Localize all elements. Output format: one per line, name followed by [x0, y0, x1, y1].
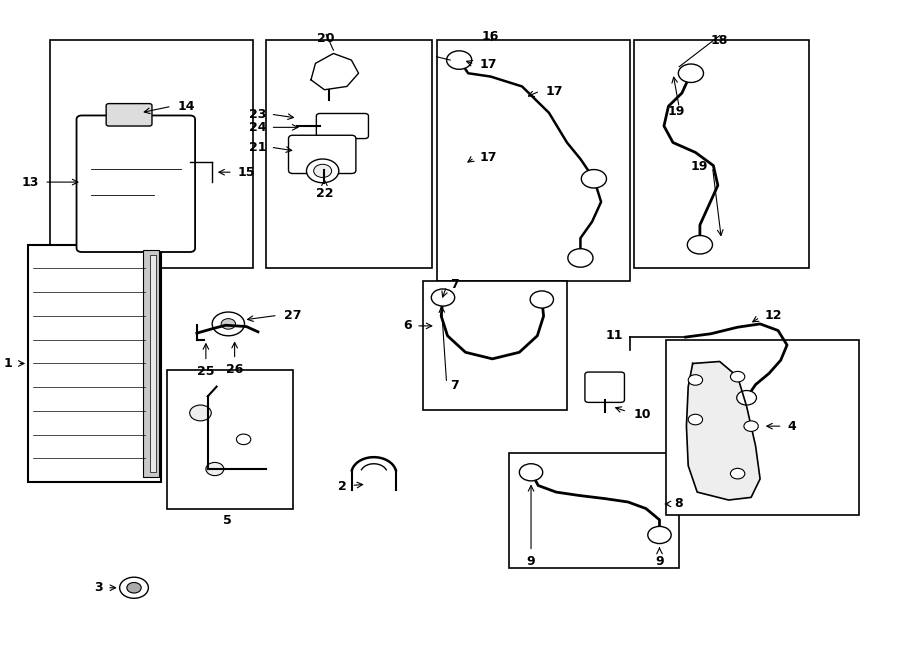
- Text: 7: 7: [450, 278, 459, 291]
- Circle shape: [212, 312, 245, 336]
- Text: 25: 25: [197, 365, 214, 378]
- Circle shape: [190, 405, 212, 421]
- Text: 17: 17: [480, 151, 498, 164]
- Circle shape: [446, 51, 472, 69]
- FancyBboxPatch shape: [585, 372, 625, 403]
- Circle shape: [568, 249, 593, 267]
- Circle shape: [127, 582, 141, 593]
- FancyBboxPatch shape: [76, 116, 195, 252]
- Text: 14: 14: [178, 100, 195, 113]
- Text: 24: 24: [248, 121, 266, 134]
- Circle shape: [688, 375, 703, 385]
- FancyBboxPatch shape: [106, 104, 152, 126]
- Text: 3: 3: [94, 581, 103, 594]
- Circle shape: [431, 289, 454, 306]
- Text: 6: 6: [403, 319, 411, 332]
- Text: 7: 7: [450, 379, 459, 392]
- Text: 10: 10: [634, 408, 651, 421]
- FancyBboxPatch shape: [317, 114, 368, 139]
- Circle shape: [679, 64, 704, 83]
- Bar: [666, 340, 859, 515]
- Circle shape: [688, 414, 703, 425]
- Polygon shape: [687, 362, 760, 500]
- Circle shape: [120, 577, 148, 598]
- Bar: [28, 245, 161, 483]
- Circle shape: [237, 434, 251, 445]
- Circle shape: [307, 159, 338, 182]
- Text: 11: 11: [605, 329, 623, 342]
- Text: 15: 15: [238, 166, 255, 178]
- Polygon shape: [311, 54, 358, 90]
- Bar: [150, 254, 156, 473]
- Text: 20: 20: [318, 32, 335, 46]
- Text: 23: 23: [248, 108, 266, 121]
- Bar: [50, 40, 253, 268]
- Circle shape: [519, 464, 543, 481]
- Bar: [634, 40, 809, 268]
- Text: 8: 8: [675, 498, 683, 510]
- Bar: [266, 40, 432, 268]
- Circle shape: [581, 170, 607, 188]
- Circle shape: [206, 463, 224, 476]
- Circle shape: [744, 421, 759, 432]
- Text: 17: 17: [545, 85, 562, 98]
- Bar: [508, 453, 680, 568]
- Bar: [436, 40, 630, 281]
- Circle shape: [648, 526, 671, 543]
- Text: 9: 9: [526, 555, 536, 568]
- Text: 4: 4: [787, 420, 796, 433]
- Text: 16: 16: [482, 30, 500, 44]
- Circle shape: [314, 165, 331, 177]
- Circle shape: [221, 319, 236, 329]
- Circle shape: [731, 371, 745, 382]
- Text: 19: 19: [690, 161, 708, 173]
- Text: 12: 12: [765, 309, 782, 322]
- Text: 5: 5: [223, 514, 232, 527]
- Circle shape: [731, 469, 745, 479]
- Bar: [143, 250, 159, 477]
- Text: 13: 13: [22, 176, 39, 188]
- Text: 2: 2: [338, 481, 346, 493]
- Text: 1: 1: [3, 357, 12, 370]
- Circle shape: [688, 235, 713, 254]
- Text: 21: 21: [248, 141, 266, 153]
- Circle shape: [737, 391, 757, 405]
- Text: 18: 18: [711, 34, 728, 47]
- Text: 19: 19: [668, 105, 685, 118]
- Bar: [423, 281, 567, 410]
- Text: 27: 27: [284, 309, 302, 322]
- Circle shape: [530, 291, 554, 308]
- FancyBboxPatch shape: [289, 136, 356, 174]
- Text: 22: 22: [316, 187, 333, 200]
- Text: 26: 26: [226, 363, 243, 376]
- Text: 9: 9: [655, 555, 664, 568]
- Text: 17: 17: [480, 58, 498, 71]
- Bar: [167, 370, 293, 508]
